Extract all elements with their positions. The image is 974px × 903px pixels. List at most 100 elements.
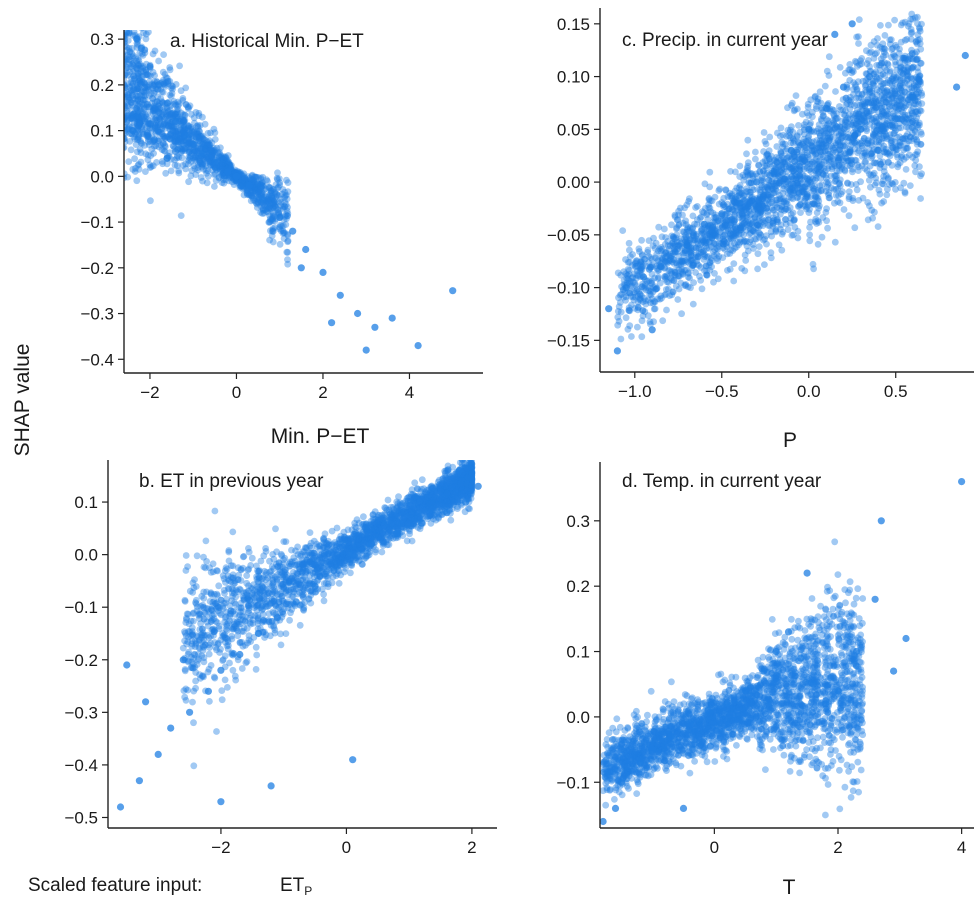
scatter-point — [299, 565, 307, 573]
scatter-point — [131, 113, 139, 121]
scatter-point — [451, 490, 458, 497]
scatter-point — [254, 601, 261, 609]
scatter-point — [117, 22, 124, 29]
scatter-point — [103, 110, 110, 117]
scatter-point — [271, 589, 279, 597]
scatter-point — [138, 92, 146, 100]
scatter-point — [251, 197, 259, 205]
scatter-point — [226, 617, 234, 625]
scatter-point — [80, 45, 87, 52]
scatter-point — [346, 558, 354, 566]
scatter-point — [454, 486, 462, 494]
scatter-point — [268, 617, 276, 625]
scatter-point — [78, 112, 85, 119]
scatter-point — [445, 490, 453, 497]
scatter-point — [163, 160, 171, 168]
scatter-point — [198, 625, 206, 633]
scatter-point — [134, 136, 141, 144]
scatter-point — [43, 28, 50, 35]
scatter-point — [327, 560, 335, 568]
scatter-point — [141, 84, 149, 92]
scatter-point — [330, 547, 337, 555]
scatter-point — [351, 531, 359, 538]
scatter-point — [86, 142, 93, 149]
scatter-point — [397, 524, 405, 532]
scatter-point — [43, 144, 50, 151]
scatter-point — [49, 84, 56, 91]
scatter-point — [388, 522, 396, 529]
scatter-point — [467, 480, 474, 488]
scatter-point — [260, 182, 267, 190]
scatter-point — [49, 81, 56, 88]
scatter-point — [199, 629, 207, 637]
scatter-point — [69, 21, 76, 28]
scatter-point — [430, 502, 438, 509]
scatter-point — [40, 146, 47, 153]
scatter-point — [240, 191, 248, 199]
scatter-point — [422, 496, 430, 503]
scatter-point — [183, 610, 191, 618]
scatter-point — [112, 56, 119, 63]
scatter-point — [241, 174, 249, 182]
scatter-point — [212, 600, 220, 608]
scatter-point — [270, 622, 277, 630]
scatter-point — [344, 536, 352, 544]
scatter-point — [152, 122, 159, 130]
scatter-point — [116, 80, 123, 87]
scatter-point — [206, 598, 214, 605]
scatter-point — [288, 558, 296, 566]
scatter-point — [296, 565, 304, 573]
scatter-point — [383, 523, 390, 531]
scatter-point — [468, 470, 475, 477]
scatter-point — [426, 497, 433, 505]
scatter-point — [440, 483, 448, 490]
scatter-point — [191, 637, 199, 645]
scatter-point — [251, 184, 259, 192]
scatter-point — [458, 484, 465, 491]
scatter-point — [417, 495, 425, 503]
scatter-point — [269, 196, 277, 204]
scatter-point — [135, 78, 142, 86]
scatter-point — [444, 501, 452, 509]
scatter-point — [440, 492, 447, 500]
scatter-point — [345, 543, 352, 551]
scatter-point — [363, 523, 370, 531]
scatter-point — [392, 512, 399, 519]
scatter-point — [149, 124, 157, 132]
scatter-point — [282, 221, 290, 229]
scatter-point — [380, 514, 388, 522]
scatter-point — [215, 173, 223, 181]
scatter-point — [86, 0, 93, 7]
scatter-point — [342, 550, 350, 558]
scatter-point — [303, 568, 310, 575]
data-point — [319, 268, 327, 276]
scatter-point — [278, 569, 286, 577]
scatter-point — [391, 523, 399, 530]
scatter-point — [125, 94, 133, 102]
scatter-point — [53, 77, 60, 84]
scatter-point — [352, 524, 360, 532]
scatter-point — [292, 582, 299, 589]
panels-group: 0.30.20.10.0−0.1−0.2−0.3−0.4−2 0 2 4a. Hist… — [40, 0, 974, 899]
scatter-point — [142, 68, 150, 76]
scatter-point — [251, 591, 259, 599]
scatter-point — [409, 502, 417, 510]
scatter-point — [361, 524, 369, 532]
scatter-point — [80, 60, 87, 67]
scatter-point — [444, 482, 452, 490]
scatter-point — [396, 506, 404, 513]
scatter-point — [225, 162, 233, 169]
scatter-point — [264, 592, 271, 600]
scatter-point — [467, 487, 475, 495]
scatter-point — [192, 130, 200, 138]
scatter-point — [239, 182, 247, 190]
scatter-point — [141, 80, 149, 88]
scatter-point — [102, 57, 109, 64]
scatter-point — [124, 30, 131, 36]
scatter-point — [317, 562, 325, 569]
scatter-point — [76, 54, 83, 61]
scatter-point — [167, 92, 175, 100]
scatter-point — [87, 146, 94, 153]
scatter-point — [457, 474, 465, 481]
scatter-point — [219, 572, 227, 580]
